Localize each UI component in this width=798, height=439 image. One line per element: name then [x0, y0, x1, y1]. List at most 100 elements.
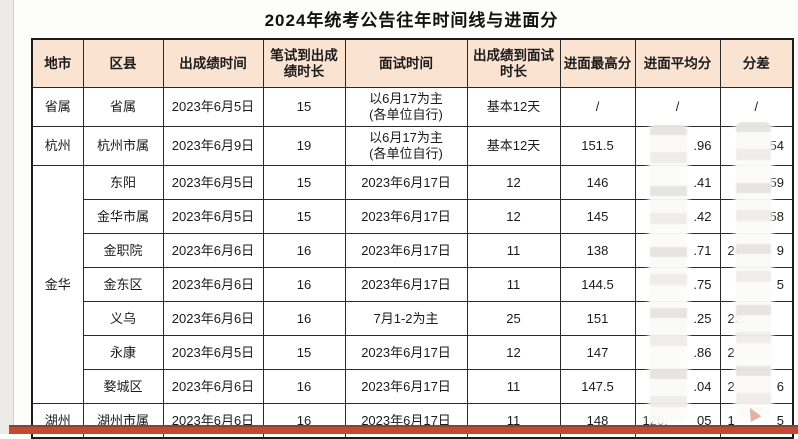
avg-score-cell-fragment: 05	[697, 412, 712, 428]
bottom-red-bar	[9, 425, 798, 434]
avg-score-cell-fragment: .71	[693, 242, 712, 258]
column-header: 区县	[82, 38, 164, 88]
max-score-cell: /	[559, 87, 636, 127]
column-header: 面试时间	[344, 38, 468, 88]
column-header: 进面最高分	[559, 38, 636, 88]
table-row: 杭州 杭州市属 2023年6月9日 19 以6月17为主 (各单位自行) 基本12天 151.…	[31, 126, 794, 166]
max-score-cell: 147.5	[559, 369, 636, 404]
score-diff-cell-fragment: 5	[776, 412, 784, 428]
score-to-interview-days-cell: 基本12天	[466, 87, 561, 127]
max-score-cell: 144.5	[559, 267, 636, 302]
score-date-cell: 2023年6月5日	[162, 165, 264, 200]
avg-score-cell-fragment: .42	[693, 208, 712, 224]
interview-time-cell: 以6月17为主 (各单位自行)	[344, 87, 468, 127]
score-to-interview-days-cell: 12	[466, 165, 561, 200]
written-to-score-days-cell: 16	[262, 233, 346, 268]
interview-time-cell: 2023年6月17日	[344, 233, 468, 268]
interview-time-line: 2023年6月17日	[361, 208, 451, 224]
district-cell: 义乌	[82, 301, 164, 336]
score-to-interview-days-cell: 基本12天	[466, 126, 561, 166]
window-edge-strip	[0, 0, 14, 434]
column-header: 出成绩时间	[162, 38, 264, 88]
timeline-table: 地市 区县 出成绩时间 笔试到出成绩时长 面试时间 出成绩到面试时长 进面最高分 进面平均分分…	[31, 38, 794, 439]
interview-time-line: (各单位自行)	[369, 107, 443, 122]
written-to-score-days-cell: 15	[262, 165, 346, 200]
interview-time-cell: 2023年6月17日	[344, 267, 468, 302]
interview-time-cell: 2023年6月17日	[344, 165, 468, 200]
interview-time-cell: 2023年6月17日	[344, 369, 468, 404]
max-score-cell: 138	[559, 233, 636, 268]
written-to-score-days-cell: 15	[262, 335, 346, 370]
interview-time-line: 以6月17为主	[369, 91, 443, 107]
avg-score-cell: /	[634, 87, 721, 127]
table-row: 金职院 2023年6月6日 16 2023年6月17日 11 138 .71 2 9	[32, 233, 794, 268]
score-date-cell: 2023年6月9日	[162, 126, 264, 166]
interview-time-cell: 以6月17为主 (各单位自行)	[344, 126, 468, 166]
page-title: 2024年统考公告往年时间线与进面分	[264, 11, 559, 30]
district-cell: 省属	[82, 87, 164, 127]
score-date-cell: 2023年6月6日	[162, 301, 264, 336]
district-cell: 金职院	[82, 233, 164, 268]
interview-time-line: 7月1-2为主	[373, 310, 439, 326]
district-cell: 东阳	[82, 165, 164, 200]
written-to-score-days-cell: 19	[262, 126, 346, 166]
avg-score-cell-fragment: .04	[693, 378, 712, 394]
interview-time-line: 2023年6月17日	[361, 242, 451, 258]
column-header: 出成绩到面试时长	[466, 38, 561, 88]
interview-time-cell: 2023年6月17日	[344, 199, 468, 234]
score-date-cell: 2023年6月5日	[162, 335, 264, 370]
city-cell: 杭州	[31, 126, 84, 166]
censor-blur-strip-avg	[650, 125, 687, 423]
max-score-cell: 151	[559, 301, 636, 336]
interview-time-cell: 7月1-2为主	[344, 301, 468, 336]
column-header: 分差	[719, 38, 794, 88]
avg-score-cell-fragment: .25	[693, 310, 712, 326]
interview-time-line: 2023年6月17日	[361, 344, 451, 360]
written-to-score-days-cell: 15	[262, 199, 346, 234]
avg-score-cell-fragment: .41	[693, 174, 712, 190]
district-cell: 金东区	[82, 267, 164, 302]
table-row: 金华 东阳 2023年6月5日 15 2023年6月17日 12 146.41 59	[31, 165, 794, 404]
interview-time-line: 2023年6月17日	[361, 378, 451, 394]
district-cell: 杭州市属	[82, 126, 164, 166]
score-diff-cell-fragment: 54	[769, 138, 784, 154]
city-cell: 金华	[31, 165, 84, 404]
table-row: 省属 省属 2023年6月5日 15 以6月17为主 (各单位自行) 基本12天 / / /	[31, 87, 794, 127]
censor-blur-strip-diff	[736, 122, 771, 418]
score-date-cell: 2023年6月6日	[162, 369, 264, 404]
written-to-score-days-cell: 16	[262, 369, 346, 404]
avg-score-cell-fragment: .96	[693, 138, 712, 154]
column-header: 进面平均分	[634, 38, 721, 88]
score-diff-cell-fragment: 9	[776, 242, 784, 258]
score-diff-cell-fragment: 2	[727, 242, 735, 258]
score-diff-cell: /	[719, 87, 794, 127]
score-diff-cell-fragment: 2	[727, 344, 735, 360]
score-date-cell: 2023年6月5日	[162, 87, 264, 127]
interview-time-line: 以6月17为主	[369, 130, 443, 146]
header-row: 地市 区县 出成绩时间 笔试到出成绩时长 面试时间 出成绩到面试时长 进面最高分 进面平均分分…	[31, 38, 794, 88]
district-cell: 金华市属	[82, 199, 164, 234]
avg-score-cell-fragment: .75	[693, 276, 712, 292]
score-diff-cell-fragment: 6	[776, 378, 784, 394]
table-row: 金东区 2023年6月6日 16 2023年6月17日 11 144.5 .75 5	[32, 267, 794, 302]
max-score-cell: 146	[559, 165, 636, 200]
interview-time-line: 2023年6月17日	[361, 174, 451, 190]
written-to-score-days-cell: 16	[262, 301, 346, 336]
score-diff-cell-fragment: 59	[769, 174, 784, 190]
avg-score-cell-fragment: .86	[693, 344, 712, 360]
max-score-cell: 147	[559, 335, 636, 370]
score-to-interview-days-cell: 25	[466, 301, 561, 336]
column-header: 笔试到出成绩时长	[262, 38, 346, 88]
score-diff-cell-fragment: 1	[727, 412, 735, 428]
district-cell: 永康	[82, 335, 164, 370]
written-to-score-days-cell: 16	[262, 267, 346, 302]
max-score-cell: 145	[559, 199, 636, 234]
score-to-interview-days-cell: 11	[466, 267, 561, 302]
score-diff-cell-fragment: 2	[727, 378, 735, 394]
score-date-cell: 2023年6月6日	[162, 233, 264, 268]
score-diff-cell-fragment: 5	[776, 276, 784, 292]
written-to-score-days-cell: 15	[262, 87, 346, 127]
score-date-cell: 2023年6月6日	[162, 267, 264, 302]
